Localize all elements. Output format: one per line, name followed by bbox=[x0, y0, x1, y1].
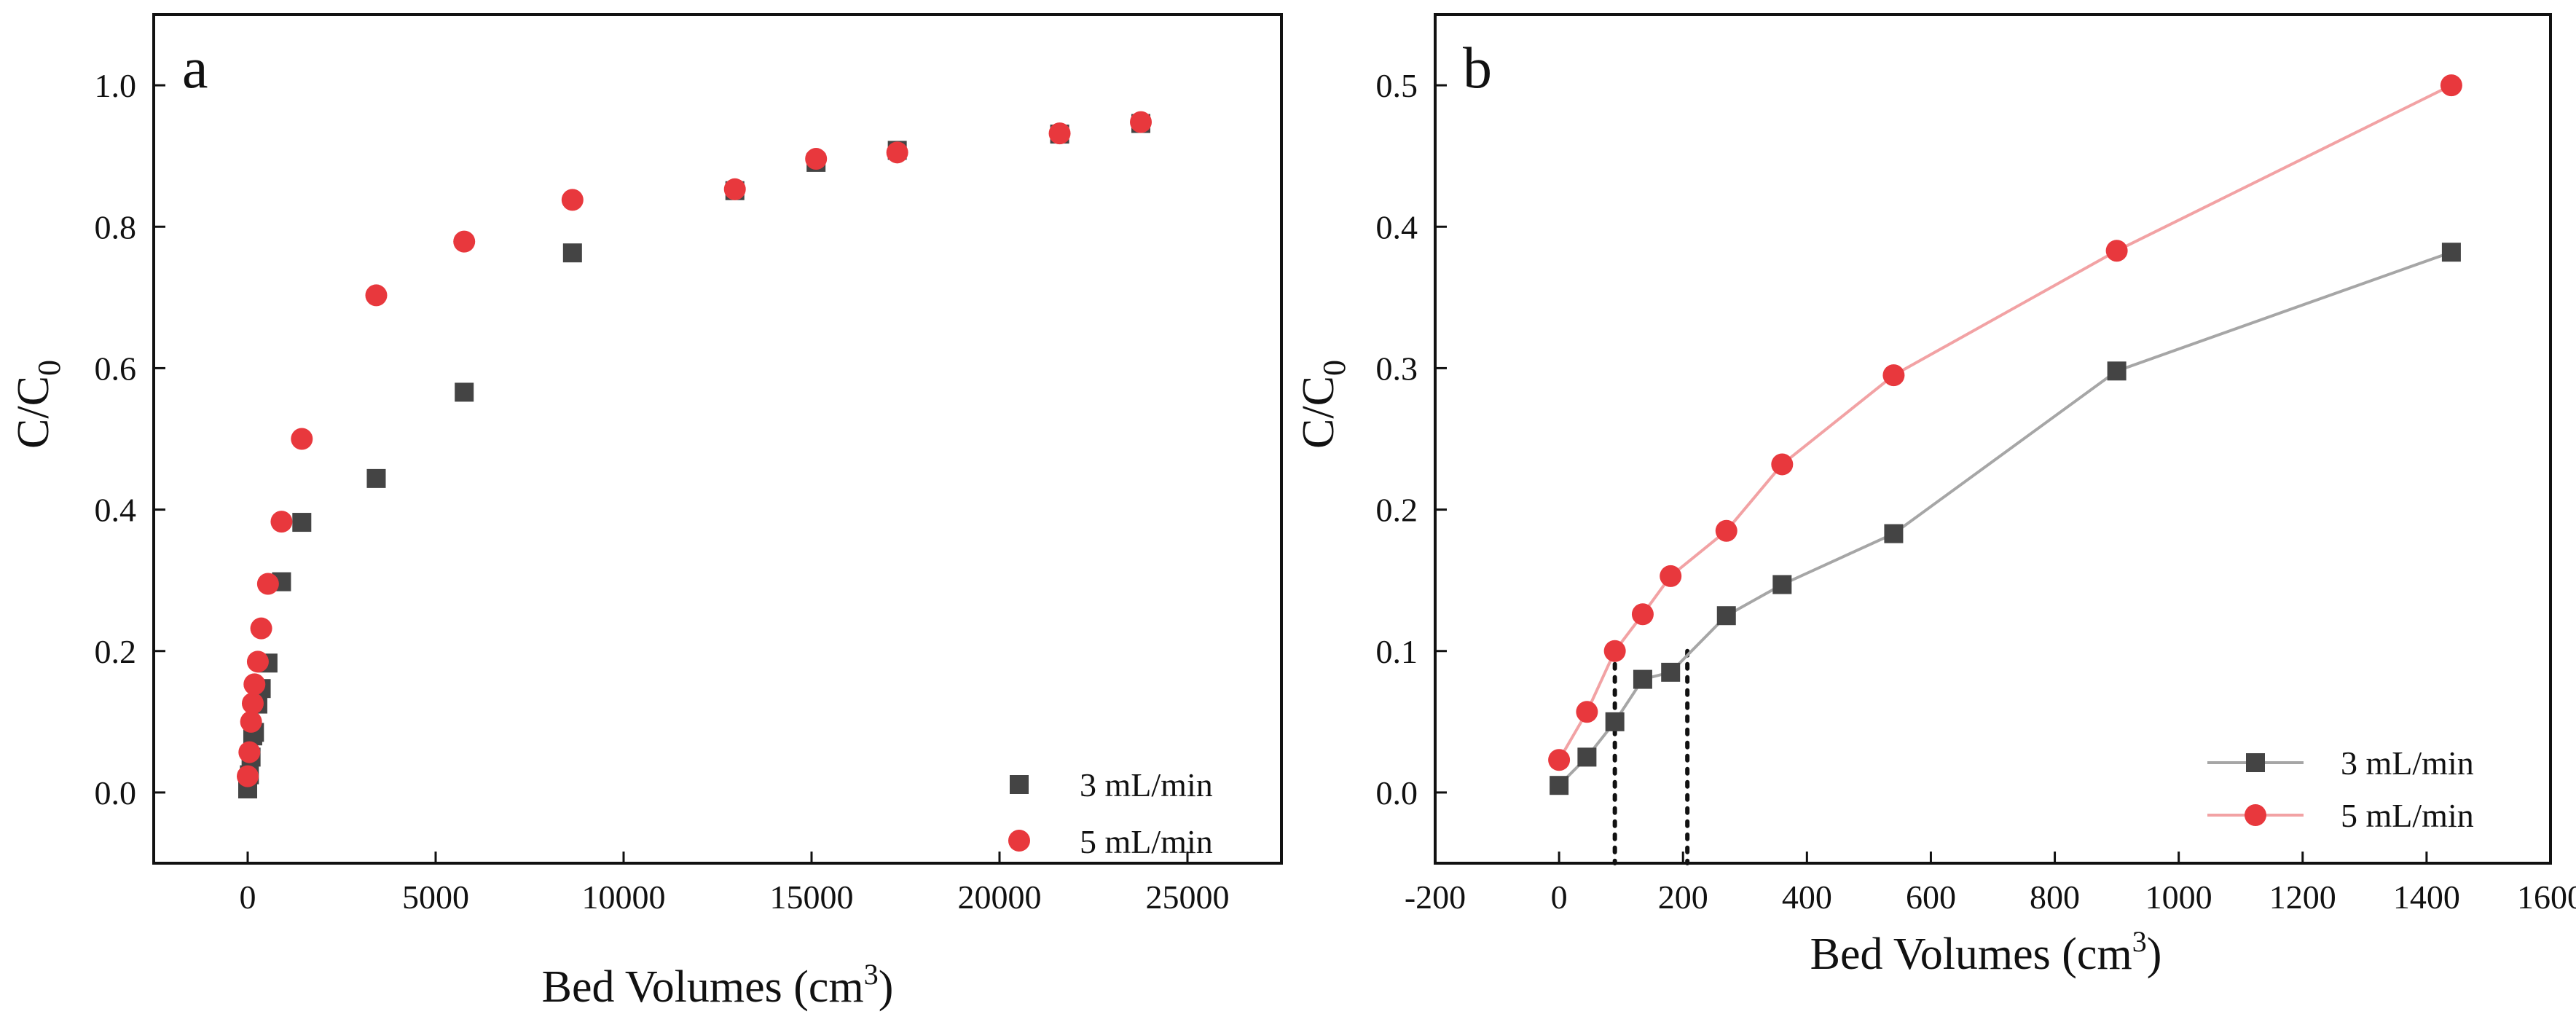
data-point-5-ml-min bbox=[1548, 749, 1571, 771]
legend-marker-3ml-square bbox=[1010, 775, 1029, 794]
data-point-3-ml-min bbox=[2441, 243, 2461, 262]
data-point-5-ml-min bbox=[561, 189, 584, 211]
panel-a-letter: a bbox=[182, 36, 208, 101]
data-point-5-ml-min bbox=[886, 141, 908, 164]
data-point-5-ml-min bbox=[240, 710, 262, 733]
legend-label-3ml: 3 mL/min bbox=[2341, 744, 2474, 782]
data-point-5-ml-min bbox=[237, 765, 259, 787]
legend-marker-5ml-circle bbox=[1008, 830, 1030, 852]
panel-a-x-axis-title: Bed Volumes (cm3) bbox=[542, 958, 894, 1012]
x-tick-label: 25000 bbox=[1146, 878, 1230, 916]
data-point-3-ml-min bbox=[1772, 575, 1792, 594]
data-point-3-ml-min bbox=[1633, 669, 1652, 689]
data-point-5-ml-min bbox=[2105, 240, 2128, 262]
y-tick-label: 0.2 bbox=[1376, 492, 1418, 529]
x-tick-label: 0 bbox=[240, 878, 256, 916]
panel-a-data-marks bbox=[237, 111, 1152, 799]
data-point-5-ml-min bbox=[256, 573, 279, 595]
panel-a-plot-frame bbox=[152, 13, 1283, 865]
data-point-5-ml-min bbox=[250, 617, 272, 640]
x-tick-label: 1000 bbox=[2145, 878, 2212, 916]
data-point-5-ml-min bbox=[246, 650, 269, 673]
legend-marker-3ml-square bbox=[2246, 753, 2265, 772]
data-point-3-ml-min bbox=[455, 382, 474, 402]
y-tick-label: 0.4 bbox=[1376, 208, 1418, 245]
series-line-3-ml-min bbox=[1558, 251, 2452, 787]
data-point-5-ml-min bbox=[291, 428, 313, 450]
x-tick-label: 10000 bbox=[582, 878, 666, 916]
y-tick-label: 0.8 bbox=[95, 208, 137, 245]
x-tick-label: 1200 bbox=[2269, 878, 2336, 916]
data-point-5-ml-min bbox=[1130, 111, 1152, 133]
panel-b: -200 0 200 400 600 800 1000 1200 1400 1600 0.0 0.1 0… bbox=[1294, 13, 2576, 979]
x-tick-label: 1600 bbox=[2517, 878, 2576, 916]
panel-b-legend: 3 mL/min 5 mL/min bbox=[2207, 744, 2474, 834]
y-tick-label: 1.0 bbox=[95, 67, 137, 104]
y-tick-label: 0.6 bbox=[95, 350, 137, 387]
x-tick-label: 800 bbox=[2030, 878, 2080, 916]
panel-b-y-axis-title: C/C0 bbox=[1294, 360, 1352, 449]
data-point-5-ml-min bbox=[1660, 565, 1682, 587]
data-point-5-ml-min bbox=[238, 741, 261, 763]
data-point-3-ml-min bbox=[2107, 361, 2127, 381]
data-point-5-ml-min bbox=[453, 230, 476, 253]
data-point-5-ml-min bbox=[1882, 364, 1905, 387]
panel-a-legend: 3 mL/min 5 mL/min bbox=[1008, 766, 1213, 860]
data-point-3-ml-min bbox=[1716, 606, 1736, 626]
data-point-3-ml-min bbox=[1884, 524, 1904, 543]
series-line-5-ml-min bbox=[1558, 84, 2452, 761]
x-tick-label: 1400 bbox=[2393, 878, 2460, 916]
data-point-5-ml-min bbox=[723, 178, 746, 200]
legend-marker-5ml-circle bbox=[2245, 804, 2266, 826]
data-point-5-ml-min bbox=[241, 692, 264, 715]
legend-label-3ml: 3 mL/min bbox=[1080, 766, 1213, 803]
panel-a-ticks: 0 5000 10000 15000 20000 25000 0.0 0.2 0.4 0.6 0.8… bbox=[95, 67, 1230, 916]
data-point-5-ml-min bbox=[243, 673, 266, 696]
data-point-5-ml-min bbox=[270, 511, 293, 533]
data-point-5-ml-min bbox=[2440, 74, 2462, 97]
x-tick-label: 400 bbox=[1782, 878, 1832, 916]
panel-b-ticks: -200 0 200 400 600 800 1000 1200 1400 1600 0.0 0.1 0… bbox=[1376, 67, 2576, 916]
panel-b-x-axis-title: Bed Volumes (cm3) bbox=[1810, 925, 2162, 979]
data-point-5-ml-min bbox=[1715, 519, 1737, 542]
x-tick-label: 600 bbox=[1906, 878, 1956, 916]
data-point-3-ml-min bbox=[366, 468, 386, 488]
panel-a-y-axis-title: C/C0 bbox=[9, 360, 67, 449]
data-point-3-ml-min bbox=[1550, 776, 1569, 795]
data-point-5-ml-min bbox=[805, 148, 828, 170]
y-tick-label: 0.0 bbox=[1376, 774, 1418, 811]
data-point-3-ml-min bbox=[1661, 662, 1681, 682]
x-tick-label: 20000 bbox=[958, 878, 1042, 916]
x-tick-label: 5000 bbox=[402, 878, 469, 916]
data-point-3-ml-min bbox=[1577, 747, 1597, 767]
y-tick-label: 0.3 bbox=[1376, 350, 1418, 387]
y-tick-label: 0.2 bbox=[95, 633, 137, 670]
panel-a: 0 5000 10000 15000 20000 25000 0.0 0.2 0.4 0.6 0.8… bbox=[9, 13, 1283, 1012]
x-tick-label: -200 bbox=[1405, 878, 1466, 916]
data-point-5-ml-min bbox=[365, 284, 388, 307]
data-point-3-ml-min bbox=[1605, 712, 1625, 731]
data-point-5-ml-min bbox=[1631, 603, 1654, 626]
legend-label-5ml: 5 mL/min bbox=[2341, 797, 2474, 834]
x-tick-label: 0 bbox=[1551, 878, 1568, 916]
x-tick-label: 15000 bbox=[770, 878, 854, 916]
panel-b-plot-frame bbox=[1434, 13, 2552, 865]
y-tick-label: 0.5 bbox=[1376, 67, 1418, 104]
y-tick-label: 0.4 bbox=[95, 492, 137, 529]
y-tick-label: 0.0 bbox=[95, 774, 137, 811]
x-tick-label: 200 bbox=[1658, 878, 1708, 916]
data-point-5-ml-min bbox=[1048, 122, 1071, 145]
legend-label-5ml: 5 mL/min bbox=[1080, 823, 1213, 860]
panel-b-data-marks bbox=[1548, 74, 2462, 865]
data-point-5-ml-min bbox=[1576, 701, 1598, 723]
panel-b-letter: b bbox=[1463, 36, 1492, 101]
data-point-3-ml-min bbox=[562, 243, 582, 263]
data-point-5-ml-min bbox=[1603, 640, 1626, 662]
y-tick-label: 0.1 bbox=[1376, 633, 1418, 670]
data-point-3-ml-min bbox=[292, 513, 312, 532]
data-point-5-ml-min bbox=[1771, 453, 1794, 476]
